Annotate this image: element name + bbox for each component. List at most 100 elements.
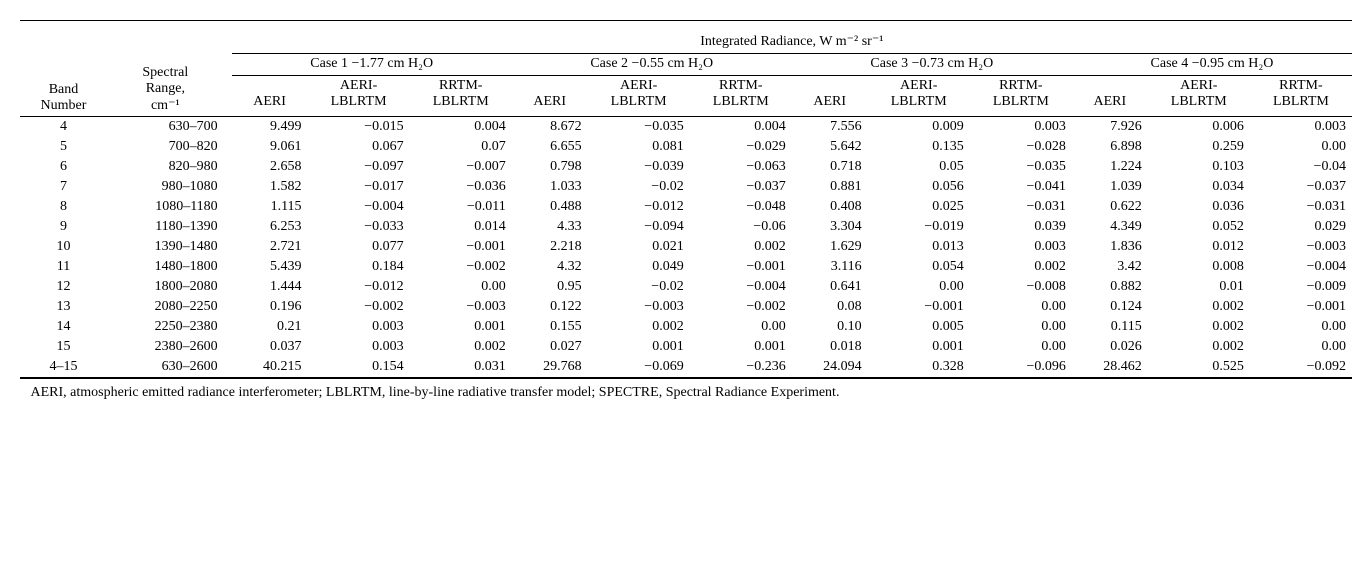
cell-value: −0.001 bbox=[1250, 297, 1352, 317]
cell-band: 4–15 bbox=[20, 357, 107, 378]
cell-value: 0.124 bbox=[1072, 297, 1148, 317]
cell-value: 6.655 bbox=[512, 137, 588, 157]
cell-value: 0.103 bbox=[1148, 157, 1250, 177]
cell-value: 0.21 bbox=[232, 317, 308, 337]
cell-value: 0.006 bbox=[1148, 117, 1250, 138]
cell-value: −0.007 bbox=[410, 157, 512, 177]
cell-range: 2380–2600 bbox=[107, 337, 232, 357]
cell-range: 2080–2250 bbox=[107, 297, 232, 317]
cell-value: 0.001 bbox=[690, 337, 792, 357]
cell-value: 0.01 bbox=[1148, 277, 1250, 297]
cell-value: −0.02 bbox=[588, 177, 690, 197]
super-header: Integrated Radiance, W m⁻² sr⁻¹ bbox=[232, 31, 1352, 54]
cell-value: 6.898 bbox=[1072, 137, 1148, 157]
cell-band: 9 bbox=[20, 217, 107, 237]
cell-value: 0.067 bbox=[308, 137, 410, 157]
cell-value: 0.026 bbox=[1072, 337, 1148, 357]
cell-value: 0.021 bbox=[588, 237, 690, 257]
cell-range: 980–1080 bbox=[107, 177, 232, 197]
cell-value: 0.122 bbox=[512, 297, 588, 317]
cell-value: 0.00 bbox=[1250, 337, 1352, 357]
cell-value: 3.116 bbox=[792, 257, 868, 277]
cell-value: 0.049 bbox=[588, 257, 690, 277]
subcol-header: RRTM-LBLRTM bbox=[410, 76, 512, 117]
cell-value: 0.008 bbox=[1148, 257, 1250, 277]
table-row: 4630–7009.499−0.0150.0048.672−0.0350.004… bbox=[20, 117, 1352, 138]
subcol-header: AERI bbox=[232, 76, 308, 117]
cell-value: 0.622 bbox=[1072, 197, 1148, 217]
cell-band: 12 bbox=[20, 277, 107, 297]
cell-band: 13 bbox=[20, 297, 107, 317]
cell-value: 0.135 bbox=[868, 137, 970, 157]
cell-value: 1.836 bbox=[1072, 237, 1148, 257]
cell-value: 1.115 bbox=[232, 197, 308, 217]
cell-value: −0.236 bbox=[690, 357, 792, 378]
range-label-mid: Range, bbox=[146, 81, 185, 96]
cell-value: 9.499 bbox=[232, 117, 308, 138]
subcol-header: AERI-LBLRTM bbox=[588, 76, 690, 117]
cell-value: 0.488 bbox=[512, 197, 588, 217]
cell-value: 0.718 bbox=[792, 157, 868, 177]
table-row: 142250–23800.210.0030.0010.1550.0020.000… bbox=[20, 317, 1352, 337]
cell-value: 1.039 bbox=[1072, 177, 1148, 197]
cell-value: −0.004 bbox=[308, 197, 410, 217]
cell-value: 3.304 bbox=[792, 217, 868, 237]
cell-value: 0.052 bbox=[1148, 217, 1250, 237]
cell-range: 1080–1180 bbox=[107, 197, 232, 217]
table-row: 111480–18005.4390.184−0.0024.320.049−0.0… bbox=[20, 257, 1352, 277]
cell-value: 0.07 bbox=[410, 137, 512, 157]
cell-value: 0.004 bbox=[690, 117, 792, 138]
cell-value: −0.096 bbox=[970, 357, 1072, 378]
cell-value: 0.00 bbox=[970, 337, 1072, 357]
cell-value: 0.009 bbox=[868, 117, 970, 138]
cell-value: 0.037 bbox=[232, 337, 308, 357]
cell-value: −0.008 bbox=[970, 277, 1072, 297]
footnote-text: AERI, atmospheric emitted radiance inter… bbox=[31, 385, 840, 400]
cell-value: −0.003 bbox=[588, 297, 690, 317]
cell-value: 0.10 bbox=[792, 317, 868, 337]
table-row: 132080–22500.196−0.002−0.0030.122−0.003−… bbox=[20, 297, 1352, 317]
table-row: 6820–9802.658−0.097−0.0070.798−0.039−0.0… bbox=[20, 157, 1352, 177]
case-1-header: Case 1 −1.77 cm H₂O bbox=[232, 54, 512, 76]
cell-value: −0.002 bbox=[690, 297, 792, 317]
cell-value: −0.004 bbox=[1250, 257, 1352, 277]
cell-range: 1180–1390 bbox=[107, 217, 232, 237]
cell-value: −0.037 bbox=[1250, 177, 1352, 197]
cell-value: 7.556 bbox=[792, 117, 868, 138]
cell-value: −0.012 bbox=[588, 197, 690, 217]
cell-value: 0.003 bbox=[1250, 117, 1352, 138]
subcol-header: AERI-LBLRTM bbox=[1148, 76, 1250, 117]
cell-value: 0.08 bbox=[792, 297, 868, 317]
cell-band: 7 bbox=[20, 177, 107, 197]
cell-value: 0.001 bbox=[868, 337, 970, 357]
cell-value: 0.002 bbox=[410, 337, 512, 357]
range-label-bot: cm⁻¹ bbox=[151, 98, 180, 113]
cell-value: −0.069 bbox=[588, 357, 690, 378]
cell-value: 6.253 bbox=[232, 217, 308, 237]
cell-value: 0.95 bbox=[512, 277, 588, 297]
cell-value: 0.012 bbox=[1148, 237, 1250, 257]
cell-value: −0.094 bbox=[588, 217, 690, 237]
cell-value: 0.014 bbox=[410, 217, 512, 237]
cell-value: 0.056 bbox=[868, 177, 970, 197]
table-row: 4–15630–260040.2150.1540.03129.768−0.069… bbox=[20, 357, 1352, 378]
cell-value: 0.003 bbox=[308, 337, 410, 357]
subcol-header: AERI bbox=[512, 76, 588, 117]
cell-band: 6 bbox=[20, 157, 107, 177]
cell-value: −0.017 bbox=[308, 177, 410, 197]
cell-value: 0.002 bbox=[1148, 317, 1250, 337]
cell-value: 0.003 bbox=[970, 237, 1072, 257]
cell-value: 0.002 bbox=[1148, 297, 1250, 317]
cell-value: 4.349 bbox=[1072, 217, 1148, 237]
col-spectral-range: Spectral Range, cm⁻¹ bbox=[107, 21, 232, 117]
cell-band: 14 bbox=[20, 317, 107, 337]
cell-value: −0.015 bbox=[308, 117, 410, 138]
cell-value: 7.926 bbox=[1072, 117, 1148, 138]
cell-value: 0.196 bbox=[232, 297, 308, 317]
cell-value: 0.259 bbox=[1148, 137, 1250, 157]
subcol-header: RRTM-LBLRTM bbox=[1250, 76, 1352, 117]
cell-value: −0.036 bbox=[410, 177, 512, 197]
cell-range: 2250–2380 bbox=[107, 317, 232, 337]
cell-value: 40.215 bbox=[232, 357, 308, 378]
cell-value: 0.018 bbox=[792, 337, 868, 357]
